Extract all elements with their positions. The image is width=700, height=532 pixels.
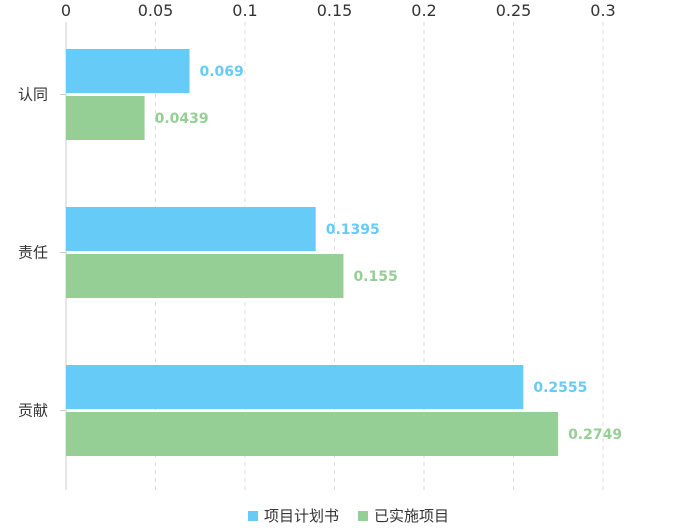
x-axis-ticks: 0 0.05 0.1 0.15 0.2 0.25 0.3 <box>61 1 616 20</box>
data-label: 0.155 <box>353 269 397 285</box>
legend-swatch[interactable] <box>358 511 368 521</box>
data-label: 0.1395 <box>326 222 380 238</box>
x-tick-label: 0.3 <box>590 1 615 20</box>
data-label: 0.2749 <box>568 427 622 443</box>
x-tick-label: 0.05 <box>138 1 174 20</box>
bar-implemented <box>66 96 145 140</box>
legend-label[interactable]: 已实施项目 <box>374 507 449 525</box>
bar-series: 0.069 0.0439 0.1395 0.155 0.2555 0.2749 <box>66 49 622 456</box>
bar-plan <box>66 365 524 409</box>
category-label: 责任 <box>18 244 48 262</box>
legend: 项目计划书 已实施项目 <box>248 507 449 525</box>
category-label: 认同 <box>18 86 48 104</box>
legend-label[interactable]: 项目计划书 <box>264 507 339 525</box>
bar-implemented <box>66 254 344 298</box>
data-label: 0.2555 <box>533 380 587 396</box>
x-tick-label: 0.15 <box>317 1 353 20</box>
bar-plan <box>66 49 190 93</box>
bar-implemented <box>66 412 559 456</box>
legend-swatch[interactable] <box>248 511 258 521</box>
x-tick-label: 0.2 <box>411 1 436 20</box>
category-label: 贡献 <box>18 402 48 420</box>
x-tick-label: 0 <box>61 1 71 20</box>
bar-plan <box>66 207 316 251</box>
x-tick-label: 0.1 <box>232 1 257 20</box>
x-tick-label: 0.25 <box>496 1 532 20</box>
data-label: 0.0439 <box>155 111 209 127</box>
data-label: 0.069 <box>200 64 244 80</box>
